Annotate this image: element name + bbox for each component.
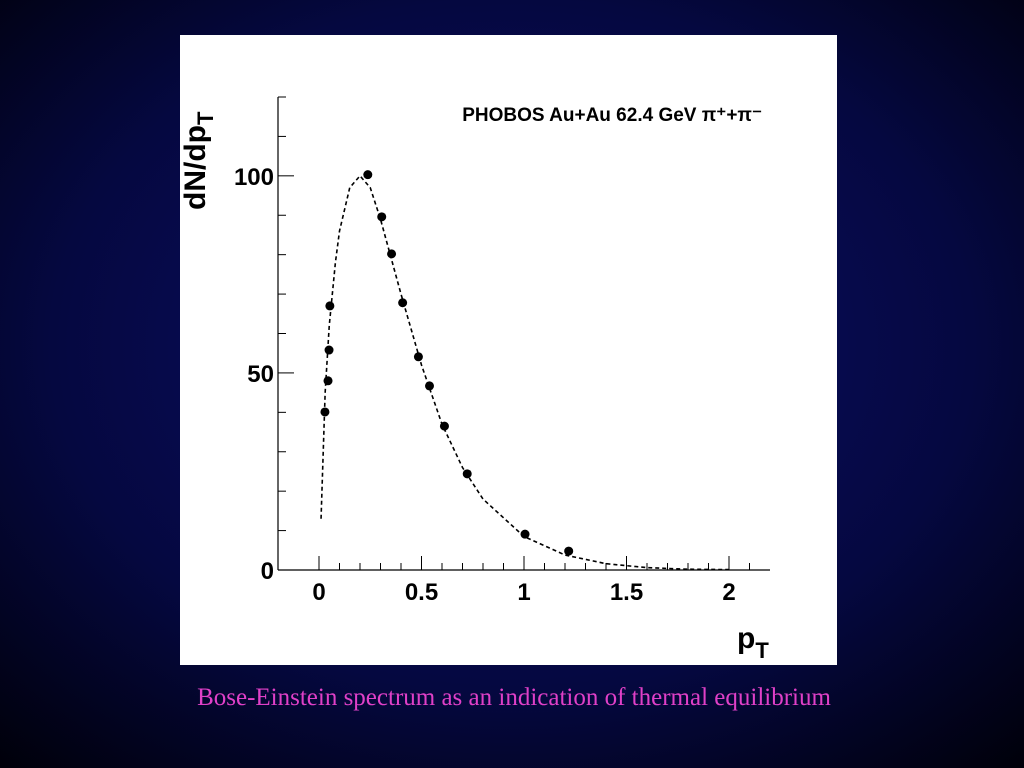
- fit-curve: [320, 174, 730, 571]
- y-axis-label: dN/dpT: [179, 111, 218, 210]
- data-point: [325, 301, 335, 311]
- data-point: [387, 249, 397, 259]
- x-tick-label: 2: [722, 579, 735, 606]
- data-point: [363, 170, 373, 180]
- y-axis-label-text: dN/dp: [179, 125, 212, 210]
- caption: Bose-Einstein spectrum as an indication …: [197, 684, 831, 711]
- data-point: [377, 212, 387, 222]
- y-tick-label: 100: [234, 164, 274, 191]
- data-point: [564, 546, 574, 556]
- chart-panel: [180, 35, 837, 665]
- x-tick-label: 0: [312, 579, 325, 606]
- annotation: PHOBOS Au+Au 62.4 GeV π⁺+π⁻: [462, 105, 762, 126]
- y-tick-label: 50: [247, 361, 274, 388]
- x-axis-label-sub: T: [755, 638, 769, 663]
- x-tick-label: 1: [517, 579, 530, 606]
- data-point: [323, 376, 333, 386]
- data-point: [324, 345, 334, 355]
- y-tick-label: 0: [261, 558, 274, 585]
- x-tick-label: 1.5: [610, 579, 643, 606]
- y-axis-label-sub: T: [193, 111, 218, 125]
- x-tick-label: 0.5: [405, 579, 438, 606]
- x-axis-label: pT: [737, 622, 769, 663]
- x-axis-label-text: p: [737, 622, 755, 655]
- data-point: [398, 298, 408, 308]
